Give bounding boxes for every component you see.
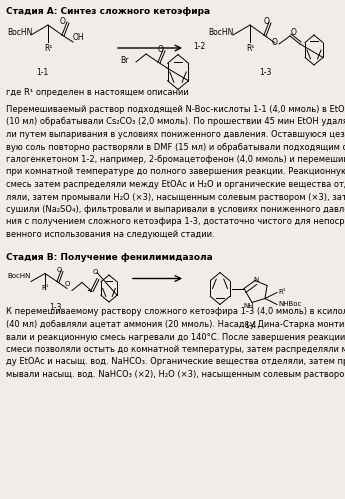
Text: ляли, затем промывали H₂O (×3), насыщенным солевым раствором (×3), затем: ляли, затем промывали H₂O (×3), насыщенн… — [6, 193, 345, 202]
Text: (10 мл) обрабатывали Cs₂CO₃ (2,0 ммоль). По прошествии 45 мин EtOH удаля-: (10 мл) обрабатывали Cs₂CO₃ (2,0 ммоль).… — [6, 117, 345, 127]
Text: BocHN: BocHN — [7, 28, 32, 37]
Text: O: O — [60, 17, 66, 26]
Text: (40 мл) добавляли ацетат аммония (20 ммоль). Насадку Дина-Старка монтиро-: (40 мл) добавляли ацетат аммония (20 ммо… — [6, 320, 345, 329]
Text: Стадия А: Синтез сложного кетоэфира: Стадия А: Синтез сложного кетоэфира — [6, 7, 210, 16]
Text: мывали насыщ. вод. NaHCO₃ (×2), H₂O (×3), насыщенным солевым раствором: мывали насыщ. вод. NaHCO₃ (×2), H₂O (×3)… — [6, 370, 345, 379]
Text: O: O — [272, 38, 278, 47]
Text: R¹: R¹ — [44, 44, 52, 53]
Text: Перемешиваемый раствор подходящей N-Boc-кислоты 1-1 (4,0 ммоль) в EtOH: Перемешиваемый раствор подходящей N-Boc-… — [6, 105, 345, 114]
Text: при комнатной температуре до полного завершения реакции. Реакционную: при комнатной температуре до полного зав… — [6, 168, 345, 177]
Text: O: O — [264, 17, 270, 26]
Text: сушили (Na₂SO₄), фильтровали и выпаривали в условиях пониженного давле-: сушили (Na₂SO₄), фильтровали и выпаривал… — [6, 205, 345, 214]
Text: вали и реакционную смесь нагревали до 140°C. После завершения реакции: вали и реакционную смесь нагревали до 14… — [6, 332, 345, 341]
Text: O: O — [56, 266, 62, 272]
Text: К перемешиваемому раствору сложного кетоэфира 1-3 (4,0 ммоль) в ксилолах: К перемешиваемому раствору сложного кето… — [6, 307, 345, 316]
Text: BocHN: BocHN — [7, 272, 30, 278]
Text: N: N — [253, 276, 259, 282]
Text: 1-4: 1-4 — [244, 320, 256, 329]
Text: где R¹ определен в настоящем описании: где R¹ определен в настоящем описании — [6, 88, 189, 97]
Text: вую соль повторно растворяли в DMF (15 мл) и обрабатывали подходящим о-: вую соль повторно растворяли в DMF (15 м… — [6, 143, 345, 152]
Text: 1-3: 1-3 — [49, 302, 61, 311]
Text: O: O — [92, 268, 98, 274]
Text: 1-1: 1-1 — [36, 68, 48, 77]
Text: ду EtOAc и насыщ. вод. NaHCO₃. Органические вещества отделяли, затем про-: ду EtOAc и насыщ. вод. NaHCO₃. Органичес… — [6, 357, 345, 366]
Text: смесь затем распределяли между EtOAc и H₂O и органические вещества отде-: смесь затем распределяли между EtOAc и H… — [6, 180, 345, 189]
Text: NH: NH — [244, 302, 254, 308]
Text: R¹: R¹ — [278, 288, 286, 294]
Text: BocHN: BocHN — [208, 28, 233, 37]
Text: R¹: R¹ — [41, 284, 49, 290]
Text: ли путем выпаривания в условиях пониженного давления. Оставшуюся цезие-: ли путем выпаривания в условиях пониженн… — [6, 130, 345, 139]
Text: смеси позволяли остыть до комнатной температуры, затем распределяли меж-: смеси позволяли остыть до комнатной темп… — [6, 345, 345, 354]
Text: галогенкетоном 1-2, например, 2-бромацетофенон (4,0 ммоль) и перемешивали: галогенкетоном 1-2, например, 2-бромацет… — [6, 155, 345, 164]
Text: O: O — [64, 280, 70, 286]
Text: венного использования на следующей стадии.: венного использования на следующей стади… — [6, 230, 215, 239]
Text: ния с получением сложного кетоэфира 1-3, достаточно чистого для непосредст-: ния с получением сложного кетоэфира 1-3,… — [6, 218, 345, 227]
Text: NHBoc: NHBoc — [278, 301, 302, 307]
Text: OH: OH — [73, 33, 85, 42]
Text: R¹: R¹ — [246, 44, 254, 53]
Text: Стадия В: Получение фенилимидазола: Стадия В: Получение фенилимидазола — [6, 252, 213, 261]
Text: 1-3: 1-3 — [259, 68, 271, 77]
Text: O: O — [291, 28, 297, 37]
Text: 1-2: 1-2 — [193, 42, 205, 51]
Text: O: O — [158, 45, 164, 54]
Text: Br: Br — [120, 56, 128, 65]
